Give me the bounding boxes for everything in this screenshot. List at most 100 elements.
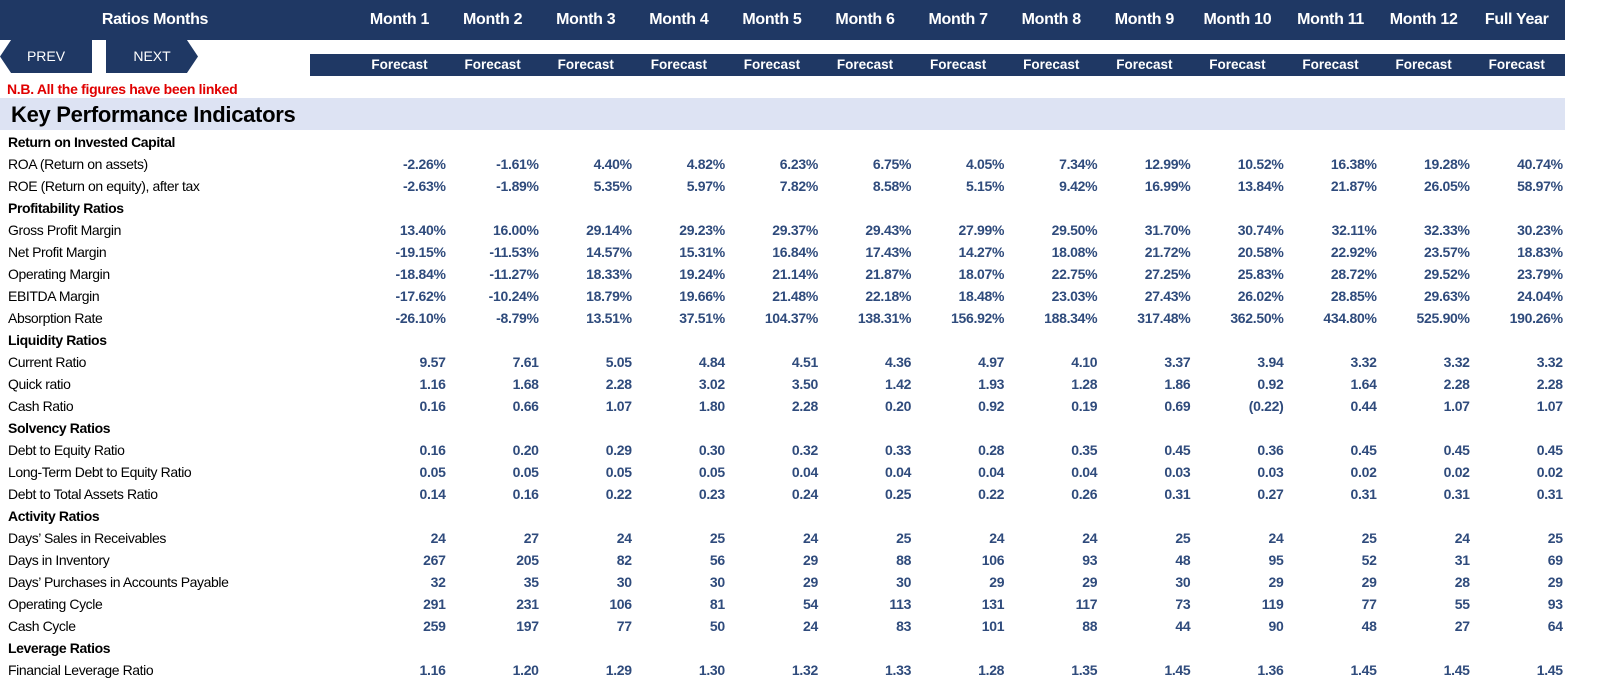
cell-value: 0.31 [1350,486,1377,502]
cell-value: 0.36 [1257,442,1284,458]
cell-value: 25.83% [1237,266,1284,282]
column-subheader: Forecast [1023,57,1080,72]
note: N.B. All the figures have been linked [7,81,238,97]
cell-value: 24 [989,530,1005,546]
cell-value: 0.20 [512,442,539,458]
cell-value: 0.33 [885,442,912,458]
cell-value: 26.05% [1424,178,1470,194]
cell-value: 82 [616,552,632,568]
cell-value: 0.32 [791,442,818,458]
cell-value: 24 [1268,530,1284,546]
cell-value: 0.31 [1164,486,1191,502]
cell-value: 83 [896,618,912,634]
cell-value: 30.74% [1237,222,1284,238]
prev-button[interactable]: PREV [0,40,92,73]
cell-value: -18.84% [395,266,446,282]
cell-value: 1.16 [419,662,446,678]
cell-value: 1.45 [1536,662,1563,678]
cell-value: 9.42% [1059,178,1098,194]
cell-value: 0.20 [885,398,912,414]
cell-value: -1.89% [496,178,539,194]
cell-value: 0.23 [698,486,725,502]
cell-value: 291 [423,596,446,612]
header-title: Ratios Months [101,11,209,28]
cell-value: 0.19 [1071,398,1098,414]
cell-value: 30 [709,574,725,590]
cell-value: 4.40% [593,156,633,172]
cell-value: 6.23% [779,156,819,172]
cell-value: 50 [709,618,725,634]
cell-value: 10.52% [1237,156,1284,172]
cell-value: 24 [430,530,446,546]
column-subheader: Forecast [1209,57,1266,72]
cell-value: 1.16 [419,376,446,392]
row-label: Days’ Purchases in Accounts Payable [8,574,229,590]
column-header: Month 7 [928,11,989,28]
cell-value: 362.50% [1230,310,1284,326]
cell-value: 29.50% [1051,222,1098,238]
column-subheader: Forecast [1302,57,1359,72]
cell-value: 88 [1082,618,1098,634]
cell-value: 267 [423,552,446,568]
cell-value: 27 [1454,618,1470,634]
cell-value: 1.36 [1257,662,1284,678]
cell-value: -17.62% [395,288,446,304]
cell-value: 2.28 [1443,376,1470,392]
cell-value: 4.97 [978,354,1005,370]
cell-value: 29 [989,574,1005,590]
row-label: Days in Inventory [8,552,110,568]
column-header: Month 3 [556,11,616,28]
cell-value: 21.48% [772,288,818,304]
column-header: Month 9 [1114,11,1175,28]
row-label: Financial Leverage Ratio [8,662,154,678]
next-button[interactable]: NEXT [106,40,198,73]
cell-value: 1.64 [1350,376,1377,392]
cell-value: 3.94 [1257,354,1284,370]
cell-value: 0.29 [605,442,632,458]
cell-value: 0.04 [885,464,912,480]
cell-value: 23.03% [1051,288,1098,304]
cell-value: 0.05 [512,464,539,480]
cell-value: 0.92 [978,398,1005,414]
cell-value: 27 [523,530,539,546]
cell-value: 0.25 [885,486,912,502]
cell-value: 48 [1175,552,1191,568]
cell-value: 1.28 [1071,376,1098,392]
cell-value: 0.45 [1443,442,1470,458]
cell-value: 231 [516,596,539,612]
cell-value: 0.04 [791,464,818,480]
cell-value: 28 [1454,574,1470,590]
cell-value: 28.72% [1330,266,1377,282]
cell-value: 24 [1454,530,1470,546]
header-bar [0,0,1565,40]
row-label: EBITDA Margin [8,288,100,304]
cell-value: -1.61% [496,156,539,172]
cell-value: 16.84% [772,244,818,260]
cell-value: 18.83% [1517,244,1563,260]
cell-value: 1.07 [1536,398,1563,414]
cell-value: 29.14% [586,222,632,238]
cell-value: 0.44 [1350,398,1377,414]
cell-value: 25 [1175,530,1191,546]
cell-value: 5.97% [686,178,726,194]
cell-value: 1.68 [512,376,539,392]
column-subheader: Forecast [1395,57,1452,72]
cell-value: 18.48% [958,288,1005,304]
cell-value: 1.07 [605,398,632,414]
cell-value: 5.05 [605,354,632,370]
column-subheader: Forecast [836,57,894,72]
cell-value: 28.85% [1330,288,1377,304]
cell-value: 3.50 [791,376,818,392]
cell-value: 16.38% [1330,156,1377,172]
cell-value: 25 [1361,530,1377,546]
column-header: Month 4 [649,11,709,28]
cell-value: 0.16 [512,486,539,502]
cell-value: 0.02 [1350,464,1377,480]
cell-value: 44 [1175,618,1191,634]
cell-value: 25 [709,530,725,546]
cell-value: 19.28% [1424,156,1470,172]
group-title: Liquidity Ratios [8,332,107,348]
cell-value: 29 [1361,574,1377,590]
cell-value: 197 [516,618,539,634]
cell-value: 30 [896,574,912,590]
